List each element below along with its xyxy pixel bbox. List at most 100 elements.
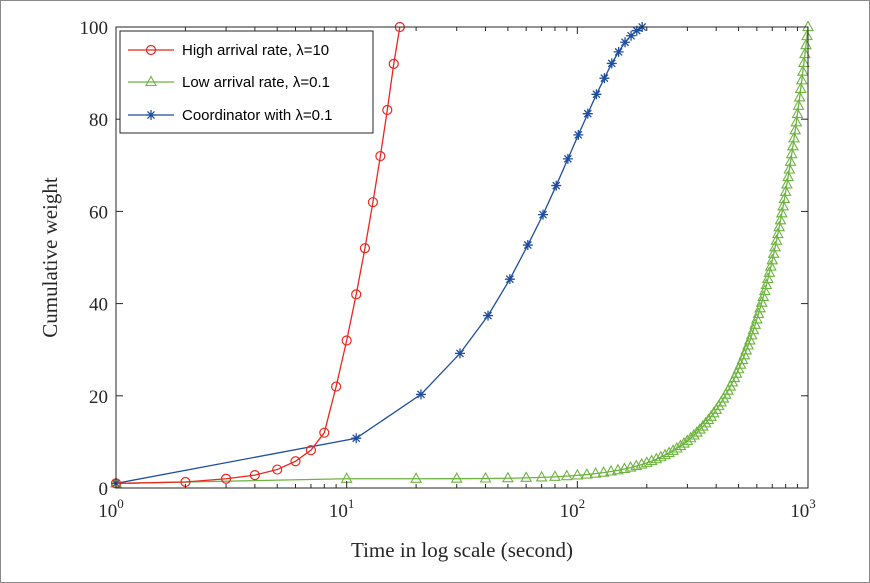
data-point bbox=[764, 259, 777, 271]
y-tick-label: 80 bbox=[89, 110, 108, 131]
data-point bbox=[778, 192, 791, 204]
data-point bbox=[687, 428, 700, 440]
data-point bbox=[573, 129, 584, 140]
data-point bbox=[782, 170, 795, 182]
data-point bbox=[799, 47, 811, 59]
data-point bbox=[631, 25, 642, 36]
y-axis-title: Cumulative weight bbox=[38, 177, 62, 338]
legend-marker bbox=[146, 110, 156, 120]
data-point bbox=[758, 284, 771, 296]
data-point bbox=[790, 115, 803, 127]
y-tick-label: 60 bbox=[89, 202, 108, 223]
data-point bbox=[535, 470, 548, 482]
data-point bbox=[520, 471, 533, 482]
x-tick-label: 100 bbox=[98, 496, 124, 522]
y-tick-label: 20 bbox=[89, 387, 108, 408]
data-point bbox=[382, 104, 393, 116]
data-point bbox=[620, 37, 631, 48]
data-point bbox=[538, 209, 549, 220]
data-point bbox=[483, 310, 494, 321]
data-point bbox=[605, 464, 617, 476]
data-point bbox=[375, 150, 386, 162]
data-point bbox=[351, 289, 362, 300]
data-point bbox=[549, 470, 561, 481]
legend: High arrival rate, λ=10 Low arrival rate,… bbox=[119, 30, 374, 134]
data-point bbox=[794, 82, 807, 93]
data-point bbox=[479, 471, 492, 483]
data-point bbox=[501, 471, 514, 483]
data-point bbox=[410, 472, 423, 483]
data-point bbox=[745, 328, 758, 340]
series-1 bbox=[110, 20, 814, 488]
data-point bbox=[795, 73, 808, 85]
data-point bbox=[752, 307, 765, 318]
data-point bbox=[783, 162, 796, 174]
x-tick-label: 102 bbox=[560, 496, 586, 522]
data-point bbox=[562, 153, 573, 164]
data-point bbox=[750, 312, 763, 324]
series-line-1 bbox=[115, 26, 809, 485]
data-point bbox=[784, 155, 797, 166]
data-point bbox=[702, 413, 715, 425]
data-point bbox=[272, 464, 283, 475]
x-tick-label: 101 bbox=[329, 496, 355, 522]
data-point bbox=[705, 410, 718, 421]
data-point bbox=[684, 431, 697, 443]
data-point bbox=[359, 243, 371, 254]
data-point bbox=[319, 427, 330, 438]
legend-label: High arrival rate, λ=10 bbox=[182, 42, 329, 59]
data-point bbox=[654, 450, 667, 462]
data-point bbox=[774, 213, 787, 225]
data-point bbox=[626, 30, 637, 41]
y-tick-label: 0 bbox=[99, 479, 109, 500]
data-point bbox=[792, 99, 805, 110]
data-point bbox=[589, 467, 602, 478]
data-point bbox=[801, 29, 813, 41]
data-point bbox=[779, 185, 792, 196]
data-point bbox=[773, 220, 786, 232]
data-point bbox=[571, 468, 584, 480]
data-point bbox=[305, 445, 317, 456]
data-point bbox=[341, 335, 352, 346]
data-point bbox=[780, 177, 793, 189]
data-point bbox=[775, 206, 788, 218]
data-point bbox=[455, 348, 466, 359]
data-point bbox=[699, 416, 712, 428]
axes-box bbox=[115, 26, 809, 489]
y-tick-label: 40 bbox=[89, 295, 108, 316]
data-point bbox=[793, 90, 806, 102]
data-point bbox=[791, 107, 804, 119]
data-point bbox=[761, 272, 774, 284]
data-point bbox=[249, 469, 260, 481]
data-point bbox=[747, 323, 760, 335]
series-0 bbox=[110, 21, 405, 489]
data-point bbox=[580, 467, 593, 479]
data-point bbox=[696, 419, 709, 431]
data-point bbox=[743, 333, 756, 345]
data-point bbox=[331, 381, 342, 392]
data-point bbox=[606, 58, 617, 69]
data-point bbox=[388, 58, 399, 69]
x-tick-label: 103 bbox=[790, 496, 816, 522]
data-point bbox=[591, 89, 602, 100]
data-point bbox=[560, 469, 573, 481]
series-line-0 bbox=[115, 26, 401, 485]
data-point bbox=[766, 253, 779, 265]
y-tick-label: 100 bbox=[80, 18, 109, 39]
data-point bbox=[789, 123, 802, 135]
data-point bbox=[796, 65, 809, 76]
data-point bbox=[635, 457, 648, 469]
data-point bbox=[771, 227, 784, 239]
data-point bbox=[678, 436, 690, 448]
data-point bbox=[691, 425, 703, 437]
data-point bbox=[522, 240, 533, 251]
data-point bbox=[788, 131, 800, 143]
data-point bbox=[769, 240, 782, 252]
data-point bbox=[757, 290, 770, 301]
data-point bbox=[450, 472, 463, 483]
data-point bbox=[290, 456, 301, 467]
data-point bbox=[754, 301, 767, 313]
data-point bbox=[640, 456, 653, 467]
data-point bbox=[551, 180, 562, 191]
